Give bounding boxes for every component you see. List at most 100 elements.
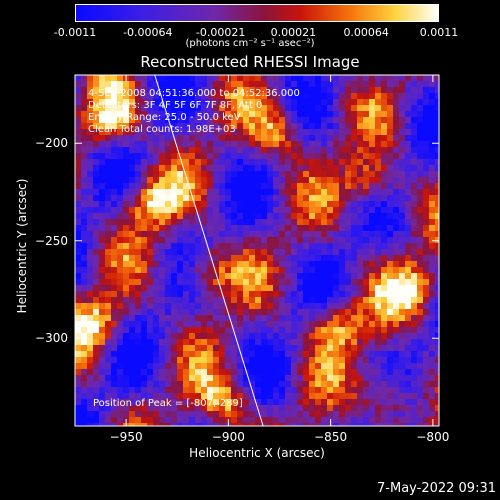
heatmap-cell bbox=[255, 99, 261, 105]
heatmap-cell bbox=[177, 273, 183, 279]
heatmap-cell bbox=[177, 135, 183, 141]
heatmap-cell bbox=[435, 93, 439, 99]
heatmap-cell bbox=[249, 285, 255, 291]
heatmap-cell bbox=[267, 87, 273, 93]
heatmap-cell bbox=[387, 141, 393, 147]
heatmap-cell bbox=[333, 177, 339, 183]
heatmap-cell bbox=[363, 105, 369, 111]
heatmap-cell bbox=[183, 285, 189, 291]
heatmap-cell bbox=[345, 291, 351, 297]
heatmap-cell bbox=[171, 183, 177, 189]
heatmap-cell bbox=[393, 369, 399, 375]
heatmap-cell bbox=[261, 135, 267, 141]
heatmap-cell bbox=[105, 117, 111, 123]
heatmap-cell bbox=[279, 351, 285, 357]
heatmap-cell bbox=[351, 303, 357, 309]
heatmap-cell bbox=[357, 273, 363, 279]
heatmap-cell bbox=[435, 381, 439, 387]
heatmap-cell bbox=[189, 243, 195, 249]
heatmap-cell bbox=[243, 393, 249, 399]
heatmap-cell bbox=[417, 381, 423, 387]
heatmap-cell bbox=[423, 339, 429, 345]
heatmap-cell bbox=[393, 423, 399, 426]
heatmap-cell bbox=[303, 237, 309, 243]
heatmap-cell bbox=[255, 195, 261, 201]
heatmap-cell bbox=[147, 123, 153, 129]
heatmap-cell bbox=[411, 333, 417, 339]
heatmap-cell bbox=[183, 237, 189, 243]
heatmap-cell bbox=[207, 261, 213, 267]
heatmap-cell bbox=[339, 195, 345, 201]
heatmap-cell bbox=[141, 87, 147, 93]
heatmap-cell bbox=[189, 165, 195, 171]
heatmap-cell bbox=[309, 303, 315, 309]
heatmap-cell bbox=[369, 201, 375, 207]
heatmap-cell bbox=[363, 141, 369, 147]
heatmap-cell bbox=[309, 381, 315, 387]
heatmap-cell bbox=[321, 417, 327, 423]
heatmap-cell bbox=[219, 213, 225, 219]
heatmap-cell bbox=[249, 189, 255, 195]
heatmap-cell bbox=[411, 249, 417, 255]
heatmap-cell bbox=[147, 291, 153, 297]
heatmap-cell bbox=[363, 177, 369, 183]
heatmap-cell bbox=[249, 375, 255, 381]
heatmap-cell bbox=[315, 267, 321, 273]
solar-limb-line bbox=[154, 74, 264, 427]
heatmap-cell bbox=[117, 75, 123, 81]
heatmap-cell bbox=[147, 105, 153, 111]
heatmap-cell bbox=[105, 321, 111, 327]
heatmap-cell bbox=[99, 393, 105, 399]
heatmap-cell bbox=[135, 267, 141, 273]
heatmap-cell bbox=[333, 321, 339, 327]
heatmap-cell bbox=[231, 177, 237, 183]
heatmap-cell bbox=[123, 369, 129, 375]
heatmap-cell bbox=[255, 375, 261, 381]
heatmap-cell bbox=[171, 411, 177, 417]
heatmap-cell bbox=[429, 75, 435, 81]
heatmap-cell bbox=[153, 207, 159, 213]
heatmap-cell bbox=[345, 381, 351, 387]
heatmap-cell bbox=[327, 105, 333, 111]
heatmap-cell bbox=[165, 201, 171, 207]
heatmap-cell bbox=[423, 225, 429, 231]
heatmap-cell bbox=[105, 141, 111, 147]
heatmap-cell bbox=[351, 423, 357, 426]
heatmap-cell bbox=[207, 405, 213, 411]
heatmap-cell bbox=[195, 417, 201, 423]
heatmap-cell bbox=[273, 153, 279, 159]
heatmap-cell bbox=[345, 267, 351, 273]
heatmap-cell bbox=[183, 351, 189, 357]
heatmap-cell bbox=[111, 75, 117, 81]
heatmap-cell bbox=[195, 261, 201, 267]
heatmap-cell bbox=[255, 147, 261, 153]
heatmap-cell bbox=[435, 357, 439, 363]
heatmap-cell bbox=[333, 93, 339, 99]
heatmap-cell bbox=[99, 201, 105, 207]
heatmap-cell bbox=[225, 381, 231, 387]
heatmap-cell bbox=[327, 225, 333, 231]
heatmap-cell bbox=[87, 75, 93, 81]
heatmap-cell bbox=[351, 261, 357, 267]
heatmap-cell bbox=[285, 363, 291, 369]
heatmap-cell bbox=[111, 291, 117, 297]
heatmap-cell bbox=[405, 111, 411, 117]
heatmap-cell bbox=[393, 417, 399, 423]
heatmap-cell bbox=[327, 369, 333, 375]
heatmap-cell bbox=[339, 177, 345, 183]
heatmap-cell bbox=[189, 333, 195, 339]
heatmap-cell bbox=[99, 135, 105, 141]
heatmap-cell bbox=[351, 135, 357, 141]
heatmap-cell bbox=[309, 393, 315, 399]
heatmap-cell bbox=[159, 405, 165, 411]
heatmap-cell bbox=[231, 273, 237, 279]
heatmap-cell bbox=[267, 297, 273, 303]
heatmap-cell bbox=[387, 387, 393, 393]
heatmap-cell bbox=[183, 153, 189, 159]
heatmap-cell bbox=[93, 183, 99, 189]
heatmap-cell bbox=[375, 381, 381, 387]
heatmap-cell bbox=[141, 129, 147, 135]
heatmap-cell bbox=[363, 309, 369, 315]
heatmap-cell bbox=[321, 375, 327, 381]
heatmap-cell bbox=[75, 363, 81, 369]
